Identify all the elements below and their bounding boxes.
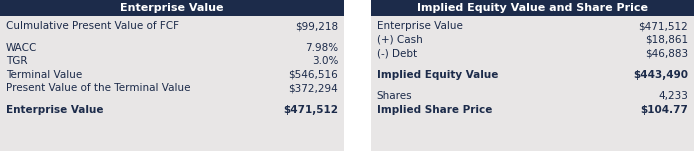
Text: $471,512: $471,512: [283, 105, 338, 115]
Text: Terminal Value: Terminal Value: [6, 70, 83, 80]
Text: TGR: TGR: [6, 56, 28, 66]
Text: Enterprise Value: Enterprise Value: [120, 3, 224, 13]
Text: 4,233: 4,233: [658, 91, 688, 101]
Text: Shares: Shares: [377, 91, 412, 101]
Text: Implied Equity Value and Share Price: Implied Equity Value and Share Price: [417, 3, 648, 13]
Text: Implied Equity Value: Implied Equity Value: [377, 70, 498, 80]
Bar: [0, 0, 344, 16]
Text: Present Value of the Terminal Value: Present Value of the Terminal Value: [6, 83, 190, 93]
Text: $18,861: $18,861: [645, 35, 688, 45]
Text: 3.0%: 3.0%: [312, 56, 338, 66]
Text: $99,218: $99,218: [295, 21, 338, 31]
Bar: [371, 0, 694, 16]
Bar: [371, 0, 694, 151]
Text: (+) Cash: (+) Cash: [377, 35, 423, 45]
Text: Enterprise Value: Enterprise Value: [6, 105, 103, 115]
Text: Implied Share Price: Implied Share Price: [377, 105, 492, 115]
Text: Enterprise Value: Enterprise Value: [377, 21, 462, 31]
Text: $46,883: $46,883: [645, 48, 688, 58]
Text: WACC: WACC: [6, 43, 37, 53]
Bar: [0, 0, 344, 151]
Text: (-) Debt: (-) Debt: [377, 48, 416, 58]
Text: $104.77: $104.77: [640, 105, 688, 115]
Text: $443,490: $443,490: [633, 70, 688, 80]
Text: 7.98%: 7.98%: [305, 43, 338, 53]
Text: Culmulative Present Value of FCF: Culmulative Present Value of FCF: [6, 21, 179, 31]
Text: $546,516: $546,516: [289, 70, 338, 80]
Text: $372,294: $372,294: [289, 83, 338, 93]
Text: $471,512: $471,512: [638, 21, 688, 31]
